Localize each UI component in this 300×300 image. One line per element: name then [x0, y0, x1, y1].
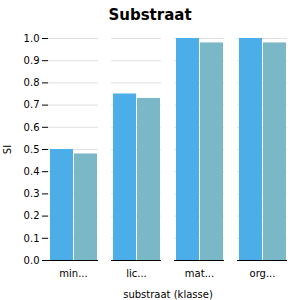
svg-text:lic...: lic...: [126, 268, 147, 279]
svg-text:0.8: 0.8: [24, 77, 40, 88]
svg-text:SI: SI: [2, 145, 13, 154]
svg-text:0.5: 0.5: [24, 144, 40, 155]
svg-text:0.0: 0.0: [24, 255, 40, 266]
svg-text:0.7: 0.7: [24, 99, 40, 110]
svg-text:0.6: 0.6: [24, 122, 40, 133]
svg-text:0.1: 0.1: [24, 233, 40, 244]
svg-text:0.2: 0.2: [24, 210, 40, 221]
svg-text:org...: org...: [250, 268, 276, 279]
svg-text:1.0: 1.0: [24, 33, 40, 44]
svg-text:min...: min...: [59, 268, 87, 279]
svg-text:0.3: 0.3: [24, 188, 40, 199]
svg-text:mat...: mat...: [185, 268, 214, 279]
svg-text:0.4: 0.4: [24, 166, 40, 177]
svg-text:substraat (klasse): substraat (klasse): [123, 289, 213, 300]
html-text:Substraat: Substraat: [108, 6, 192, 24]
svg-text:0.9: 0.9: [24, 55, 40, 66]
